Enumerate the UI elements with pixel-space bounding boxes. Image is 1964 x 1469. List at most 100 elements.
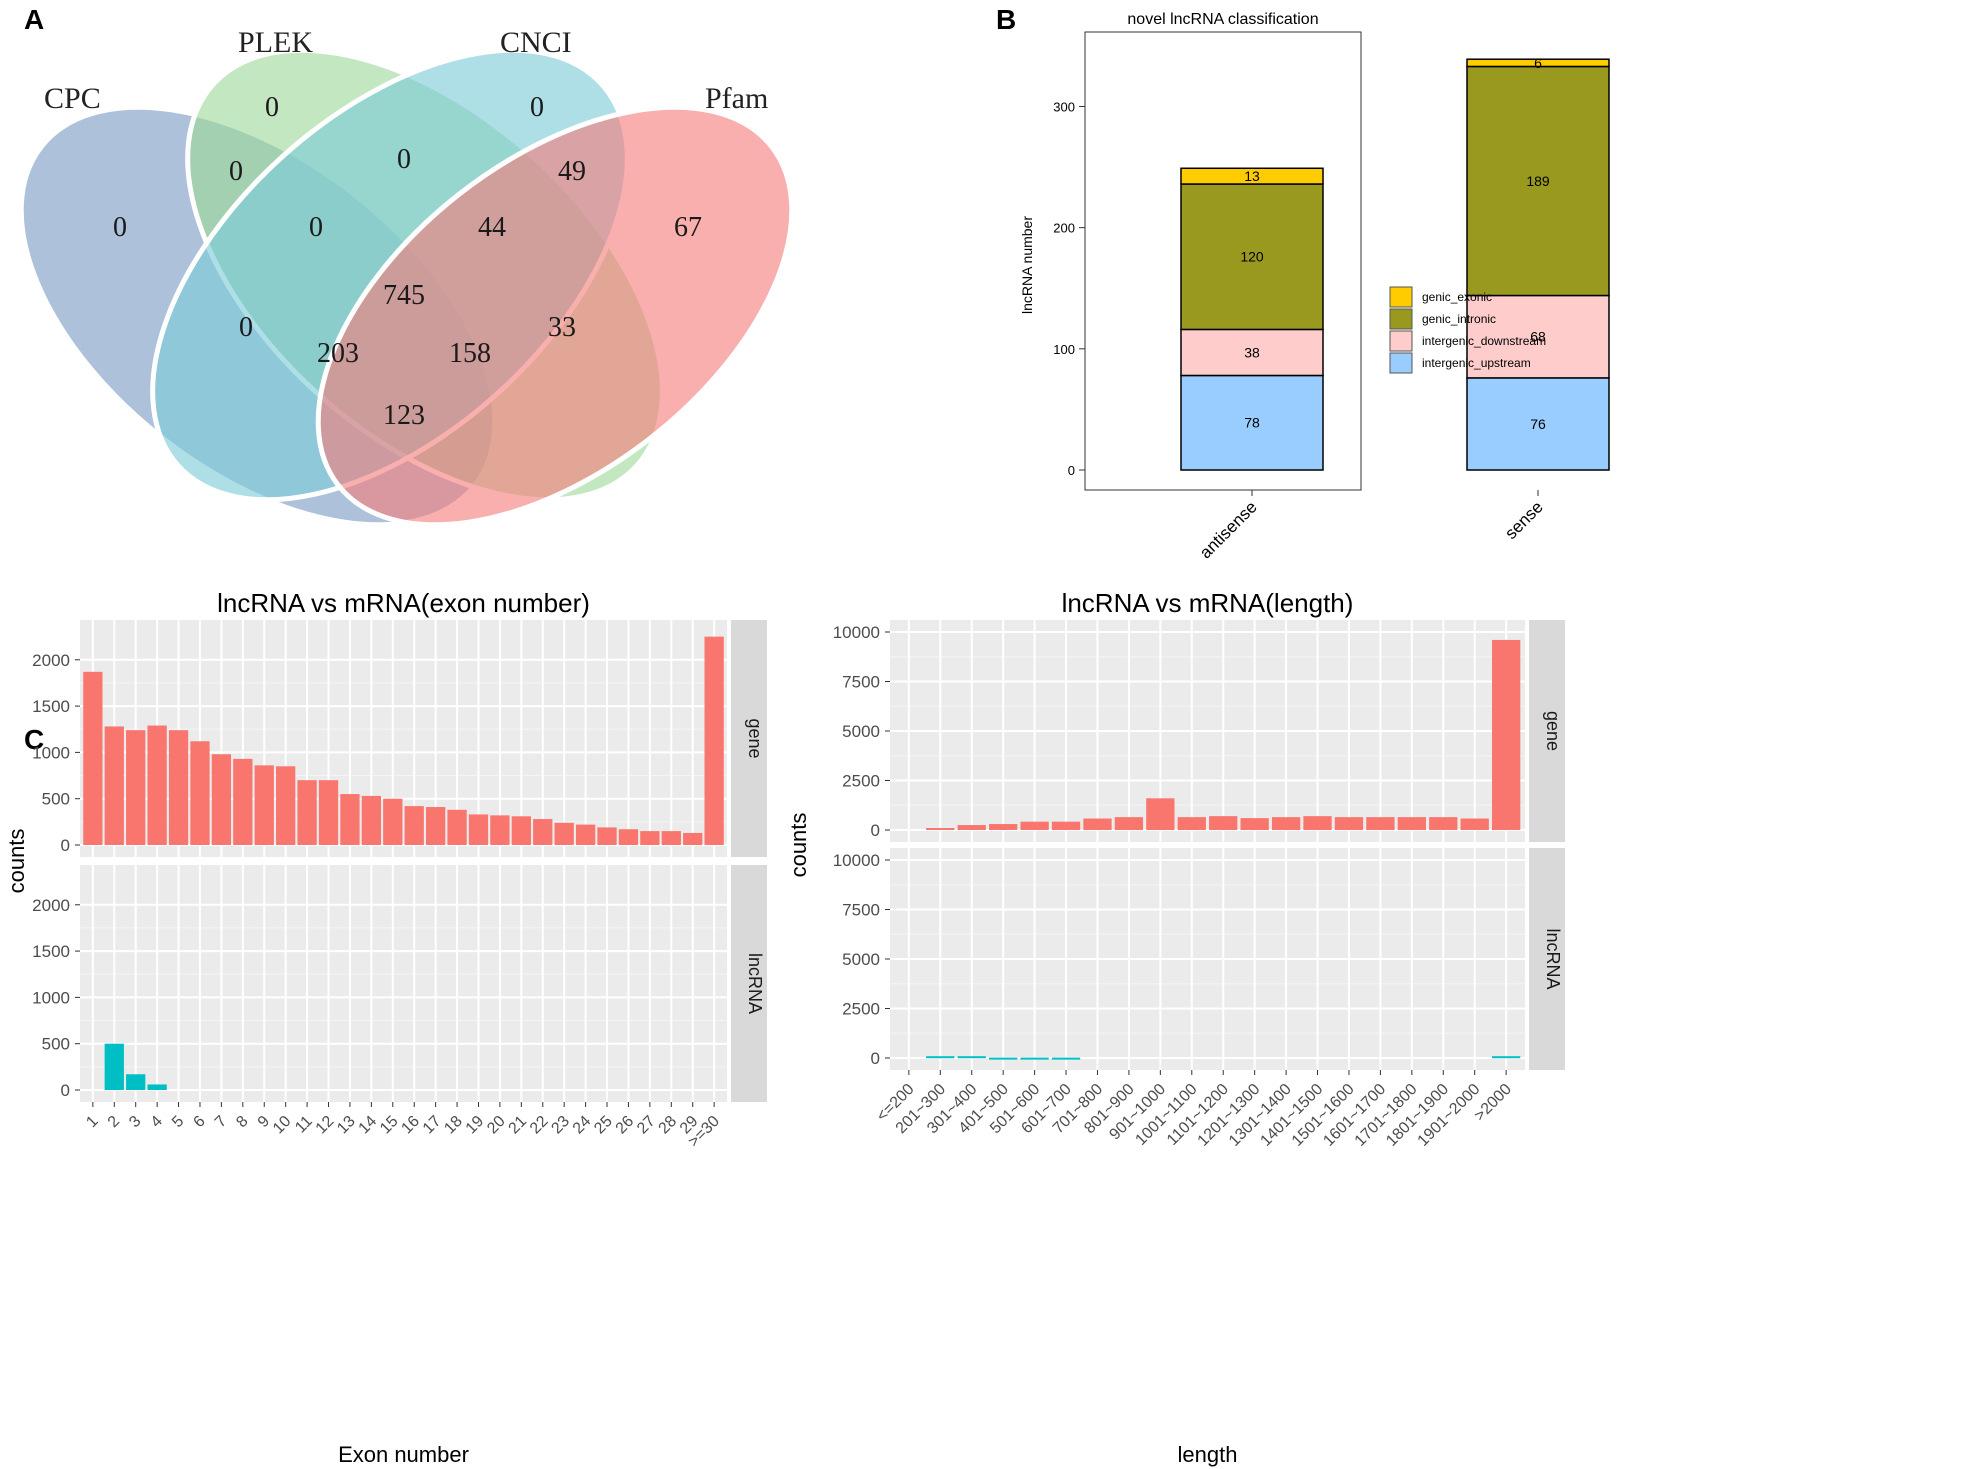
chart-c-xtick-label: 18 [441, 1113, 466, 1138]
venn-count-plek-pfam: 33 [548, 312, 576, 343]
chart-d-bar-gene-18 [1460, 818, 1489, 830]
chart-d-bar-gene-4 [1020, 821, 1049, 830]
chart-c-xtick-label: 15 [377, 1113, 402, 1138]
chart-d-bar-gene-7 [1114, 817, 1144, 830]
chart-c-bar-gene-18 [468, 814, 489, 845]
chart-c-bar-gene-11 [318, 780, 339, 845]
chart-d-xtick-label: 301~400 [924, 1081, 980, 1137]
chart-b-title: novel lncRNA classification [1127, 11, 1318, 28]
chart-b-data-label: 13 [1244, 168, 1260, 184]
chart-b-xtick-label: antisense [1196, 497, 1261, 562]
chart-c-bar-lncRNA-2 [126, 1074, 146, 1090]
chart-c-xtick-label: 7 [212, 1113, 230, 1131]
venn-count-cnci: 0 [530, 92, 544, 123]
chart-d-xtick-label: 1401~1500 [1257, 1081, 1326, 1150]
chart-c-bar-gene-23 [575, 824, 596, 845]
venn-set-labels: CPC PLEK CNCI Pfam [44, 26, 768, 115]
chart-d-bar-gene-16 [1397, 817, 1426, 830]
venn-count-cnci-pfam: 49 [558, 156, 586, 187]
chart-c-xtick-label: 25 [591, 1113, 616, 1138]
chart-d-facet-bg [890, 848, 1525, 1070]
chart-b-data-label: 76 [1530, 416, 1546, 432]
chart-d-bar-gene-5 [1051, 821, 1081, 830]
chart-c-xtick-label: 10 [270, 1113, 295, 1138]
chart-b-data-label: 120 [1240, 249, 1264, 265]
chart-c-ytick-label: 0 [61, 1081, 70, 1100]
chart-c-xtick-label: >=30 [685, 1113, 723, 1151]
chart-b-bar-sense-intergenic_downstream [1466, 294, 1610, 379]
chart-d-bar-gene-19 [1491, 639, 1521, 830]
venn-set-label-pfam: Pfam [705, 82, 768, 115]
chart-c-bar-gene-15 [404, 806, 424, 845]
venn-count-cpc: 0 [113, 212, 127, 243]
venn-count-cpc-cnci-pfam: 203 [317, 338, 359, 369]
venn-count-pfam: 67 [674, 212, 702, 243]
chart-d-bar-gene-3 [989, 824, 1018, 830]
chart-c-ytick-label: 0 [61, 836, 70, 855]
chart-b-bar-antisense-intergenic_downstream [1180, 328, 1324, 377]
venn-diagram: CPC PLEK CNCI Pfam 0 0 0 67 0 0 49 0 44 0 745 33 203 158… [18, 26, 795, 528]
venn-count-cpc-pfam: 123 [383, 400, 425, 431]
chart-c-xtick-label: 19 [463, 1113, 488, 1138]
chart-c-xtick-label: 23 [548, 1113, 573, 1138]
chart-b-legend-label: intergenic_downstream [1422, 334, 1546, 348]
chart-c-xtick-label: 22 [527, 1113, 552, 1138]
chart-b-xtick-label: sense [1501, 497, 1547, 543]
chart-d-xtick-label: 1001~1100 [1132, 1081, 1200, 1149]
chart-c-xtick-label: 8 [233, 1113, 251, 1131]
chart-c-bar-gene-4 [168, 730, 189, 845]
chart-c-facet-bg [80, 620, 727, 857]
chart-b-data-label: 38 [1244, 344, 1260, 360]
chart-d-ylabel: counts [786, 813, 811, 878]
chart-b-legend-key [1389, 286, 1413, 308]
chart-d-ytick-label: 0 [871, 821, 880, 840]
panel-label-b: B [996, 4, 1017, 35]
chart-d-ytick-label: 0 [871, 1049, 880, 1068]
chart-b-bar-antisense-genic_exonic [1180, 167, 1324, 185]
chart-c-ytick-label: 2000 [32, 651, 70, 670]
chart-c-ytick-label: 1500 [32, 697, 70, 716]
chart-c-bar-gene-12 [340, 794, 360, 845]
chart-b-ytick-label: 0 [1068, 463, 1075, 478]
chart-c-strip-label: lncRNA [745, 953, 765, 1014]
chart-c-bar-lncRNA-1 [104, 1043, 124, 1090]
chart-c-xtick-label: 9 [255, 1113, 273, 1131]
chart-c-bar-gene-13 [361, 795, 382, 845]
venn-count-plek-cnci-pfam: 44 [478, 212, 506, 243]
venn-set-label-plek: PLEK [238, 26, 313, 59]
venn-count-plek-cnci: 0 [397, 144, 411, 175]
chart-b-legend-label: genic_exonic [1422, 290, 1492, 304]
chart-b-ylabel: lncRNA number [1019, 216, 1035, 314]
chart-c-xtick-label: 24 [570, 1113, 595, 1138]
chart-d-strip-label: gene [1543, 711, 1563, 751]
chart-c-xtick-label: 3 [126, 1113, 144, 1131]
chart-d-xtick-label: 401~500 [956, 1081, 1012, 1137]
chart-c-strip-label: gene [745, 718, 765, 758]
chart-d-strip [1529, 848, 1565, 1070]
chart-d-xtick-label: 1601~1700 [1320, 1081, 1389, 1150]
chart-b-legend-label: genic_intronic [1422, 312, 1496, 326]
chart-d-xtick-label: 501~600 [987, 1081, 1043, 1137]
chart-b-data-label: 68 [1530, 329, 1546, 345]
chart-c-bar-gene-9 [276, 766, 296, 845]
chart-d-xtick-label: 1701~1800 [1352, 1081, 1421, 1150]
venn-set-label-cpc: CPC [44, 82, 101, 115]
chart-c-strip [731, 865, 767, 1102]
chart-c-bar-gene-6 [211, 754, 232, 845]
chart-d-bar-lncRNA-4 [1020, 1057, 1049, 1060]
chart-d-xtick-label: >2000 [1471, 1081, 1515, 1125]
chart-c-xtick-label: 26 [613, 1113, 638, 1138]
venn-count-cpc-plek: 0 [229, 156, 243, 187]
chart-d-bar-lncRNA-3 [989, 1057, 1018, 1060]
chart-c-xtick-label: 29 [677, 1113, 702, 1138]
chart-c-xtick-label: 5 [169, 1113, 187, 1131]
chart-d-bar-gene-17 [1429, 817, 1458, 830]
chart-c-ytick-label: 500 [42, 1035, 70, 1054]
chart-d-title: lncRNA vs mRNA(length) [1062, 588, 1354, 618]
chart-b-legend-key [1389, 352, 1413, 374]
venn-count-cpc-plek-cnci: 0 [309, 212, 323, 243]
chart-d-bar-lncRNA-5 [1051, 1057, 1081, 1060]
venn-count-cpc-plek-pfam: 158 [449, 338, 491, 369]
chart-b-legend-key [1389, 308, 1413, 330]
chart-c-bar-gene-26 [640, 831, 660, 845]
